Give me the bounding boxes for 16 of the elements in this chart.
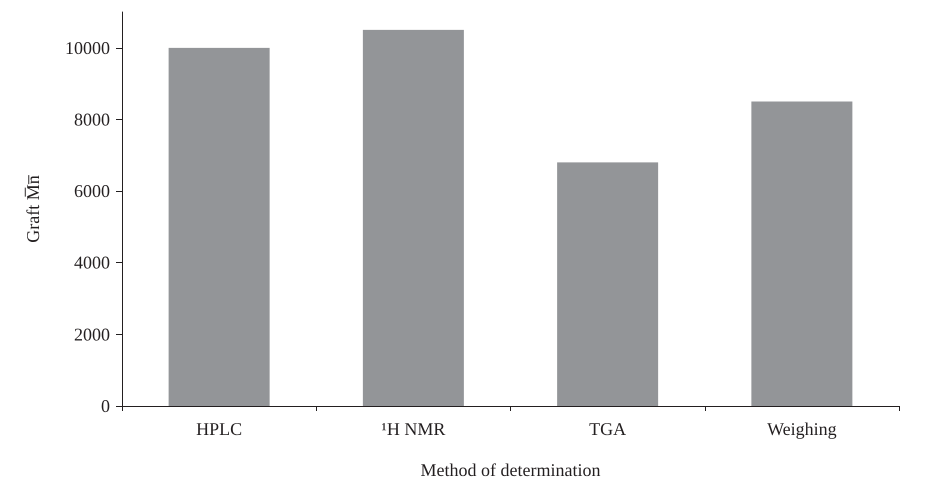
- x-axis-title: Method of determination: [420, 460, 600, 480]
- bar: [557, 162, 658, 406]
- y-tick-label: 6000: [74, 181, 110, 202]
- y-tick-label: 0: [101, 396, 110, 416]
- y-tick-label: 8000: [74, 109, 110, 130]
- x-tick-label: ¹H NMR: [381, 419, 446, 439]
- y-tick-label: 10000: [65, 38, 110, 58]
- bar: [751, 102, 852, 406]
- y-tick-label: 2000: [74, 324, 110, 344]
- x-tick-label: TGA: [589, 419, 626, 439]
- bar: [168, 48, 270, 406]
- bar: [362, 30, 464, 406]
- x-tick-label: Weighing: [767, 419, 837, 439]
- y-tick-label: 4000: [74, 252, 110, 273]
- y-axis-title: Graft M̅n̅: [23, 174, 43, 243]
- x-tick-label: HPLC: [196, 419, 242, 439]
